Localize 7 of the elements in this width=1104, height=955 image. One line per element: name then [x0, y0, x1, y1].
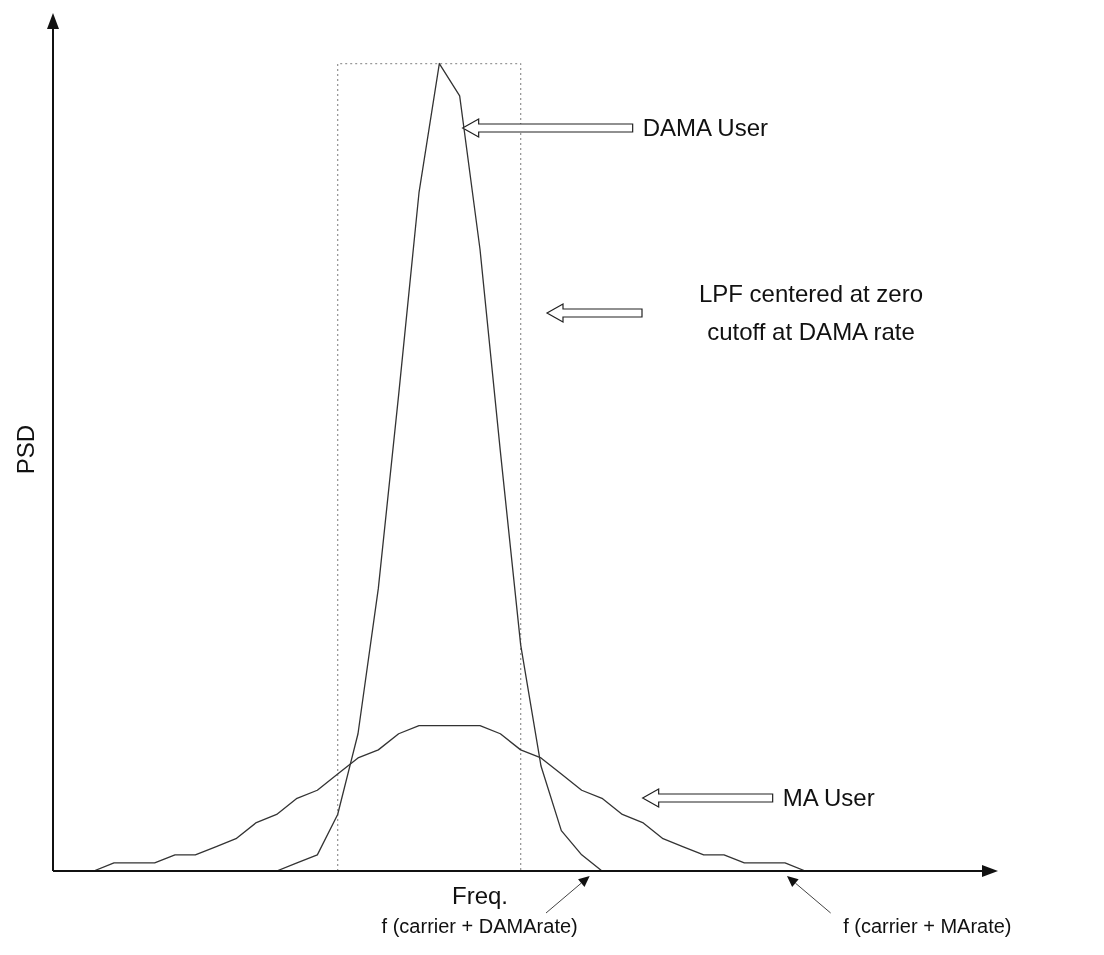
text: f (carrier + DAMArate)	[381, 915, 578, 937]
annotation: MA User	[782, 784, 875, 811]
x-axis-title: Freq.	[451, 882, 509, 910]
annotation: LPF centered at zero cutoff at DAMA rate	[698, 280, 924, 345]
text: f (carrier + MArate)	[843, 915, 1012, 937]
annotation: DAMA User	[642, 114, 769, 141]
y-axis-title: PSD	[12, 424, 40, 475]
